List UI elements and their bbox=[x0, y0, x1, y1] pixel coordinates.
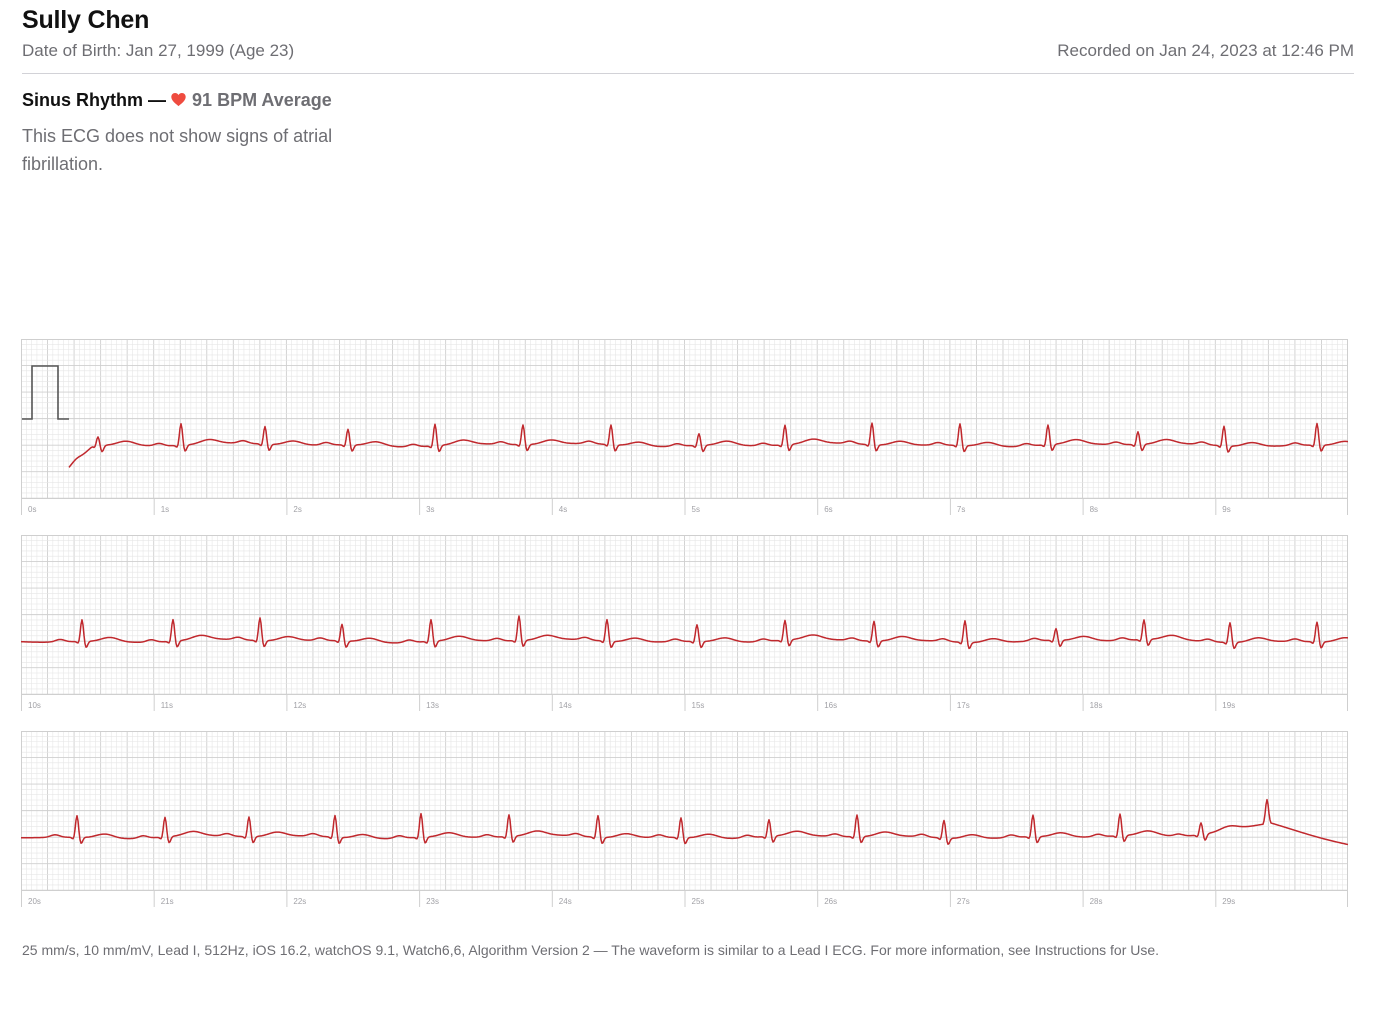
second-label: 29s bbox=[1222, 897, 1235, 906]
second-label: 20s bbox=[28, 897, 41, 906]
ecg-strip-1: 0s 1s 2s 3s 4s 5s 6s 7s 8s 9s bbox=[21, 339, 1348, 515]
second-label: 7s bbox=[957, 505, 965, 514]
second-label: 13s bbox=[426, 701, 439, 710]
ecg-description: This ECG does not show signs of atrial f… bbox=[22, 126, 333, 174]
ecg-waveform bbox=[68, 422, 1348, 468]
second-label: 26s bbox=[824, 897, 837, 906]
ecg-strip-3: 20s 21s 22s 23s 24s 25s 26s 27s 28s 29s bbox=[21, 731, 1348, 907]
ecg-waveform bbox=[21, 615, 1348, 650]
second-label: 3s bbox=[426, 505, 434, 514]
second-label: 21s bbox=[161, 897, 174, 906]
ecg-strip-svg: 0s 1s 2s 3s 4s 5s 6s 7s 8s 9s bbox=[21, 339, 1348, 515]
date-of-birth: Date of Birth: Jan 27, 1999 (Age 23) bbox=[22, 41, 295, 60]
recorded-timestamp: Recorded on Jan 24, 2023 at 12:46 PM bbox=[1057, 41, 1354, 60]
second-label: 11s bbox=[161, 701, 173, 710]
second-label: 17s bbox=[957, 701, 970, 710]
ecg-grid bbox=[21, 535, 1348, 695]
second-label: 18s bbox=[1090, 701, 1103, 710]
ecg-strip-2: 10s 11s 12s 13s 14s 15s 16s 17s 18s 19s bbox=[21, 535, 1348, 711]
second-label: 16s bbox=[824, 701, 837, 710]
second-label: 23s bbox=[426, 897, 439, 906]
calibration-pulse bbox=[22, 365, 69, 420]
second-label: 22s bbox=[293, 897, 306, 906]
ecg-strip-svg: 10s 11s 12s 13s 14s 15s 16s 17s 18s 19s bbox=[21, 535, 1348, 711]
second-label: 1s bbox=[161, 505, 169, 514]
second-label: 8s bbox=[1090, 505, 1098, 514]
second-label: 19s bbox=[1222, 701, 1235, 710]
ecg-classification: Sinus Rhythm — 91 BPM Average bbox=[22, 90, 332, 111]
patient-name: Sully Chen bbox=[22, 6, 150, 34]
recording-details: 25 mm/s, 10 mm/mV, Lead I, 512Hz, iOS 16… bbox=[22, 942, 1160, 958]
second-label: 2s bbox=[293, 505, 301, 514]
second-label: 10s bbox=[28, 701, 41, 710]
second-label: 15s bbox=[692, 701, 705, 710]
second-label: 4s bbox=[559, 505, 567, 514]
header-divider bbox=[22, 73, 1354, 74]
heart-icon bbox=[171, 93, 186, 107]
average-bpm: 91 BPM Average bbox=[192, 90, 332, 110]
ecg-grid bbox=[21, 731, 1348, 891]
ecg-strip-svg: 20s 21s 22s 23s 24s 25s 26s 27s 28s 29s bbox=[21, 731, 1348, 907]
second-label: 24s bbox=[559, 897, 572, 906]
second-label: 0s bbox=[28, 505, 36, 514]
second-label: 28s bbox=[1090, 897, 1103, 906]
second-label: 6s bbox=[824, 505, 832, 514]
second-label: 27s bbox=[957, 897, 970, 906]
classification-label: Sinus Rhythm — bbox=[22, 90, 167, 110]
second-label: 9s bbox=[1222, 505, 1230, 514]
second-label: 5s bbox=[692, 505, 700, 514]
second-label: 14s bbox=[559, 701, 572, 710]
ecg-grid bbox=[21, 339, 1348, 499]
second-label: 12s bbox=[293, 701, 306, 710]
ecg-waveform bbox=[21, 798, 1348, 846]
second-label: 25s bbox=[692, 897, 705, 906]
